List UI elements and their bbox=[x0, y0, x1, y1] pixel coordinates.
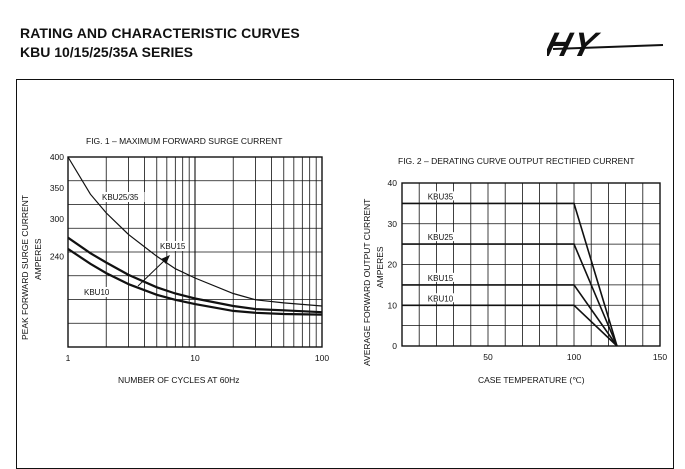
fig1-series-line bbox=[67, 247, 323, 316]
fig2-xtick-label: 100 bbox=[567, 352, 581, 362]
fig2-series-label: KBU25 bbox=[428, 233, 454, 242]
fig1-xtick-label: 100 bbox=[315, 353, 329, 363]
fig1-annotation-bg bbox=[159, 241, 187, 251]
fig2-series-line bbox=[402, 243, 618, 347]
fig1-annotation-bg bbox=[83, 287, 111, 297]
fig2-series-label-bg bbox=[426, 293, 455, 303]
fig1-xlabel: NUMBER OF CYCLES AT 60Hz bbox=[118, 375, 240, 385]
fig2-series-label: KBU10 bbox=[428, 294, 454, 303]
fig1-annotation-bg bbox=[101, 192, 145, 202]
fig2-series-label: KBU15 bbox=[428, 274, 454, 283]
fig2-series-line bbox=[402, 202, 618, 347]
fig2-title: FIG. 2 – DERATING CURVE OUTPUT RECTIFIED… bbox=[398, 156, 635, 166]
fig1-annotation: KBU15 bbox=[160, 242, 186, 251]
fig1-ytick-label: 300 bbox=[50, 214, 64, 224]
fig2-ytick-label: 0 bbox=[392, 341, 397, 351]
series-title: KBU 10/15/25/35A SERIES bbox=[20, 44, 194, 60]
fig2-ytick-label: 20 bbox=[388, 260, 398, 270]
fig2-series-label: KBU35 bbox=[428, 192, 454, 201]
fig2-ytick-label: 40 bbox=[388, 178, 398, 188]
fig1-ytick-label: 350 bbox=[50, 183, 64, 193]
fig2-series-line bbox=[402, 284, 618, 347]
fig2-ylabel-2: AMPERES bbox=[375, 246, 385, 288]
fig2-ytick-label: 30 bbox=[388, 219, 398, 229]
fig1-ytick-label: 240 bbox=[50, 251, 64, 261]
logo-stroke-1 bbox=[552, 44, 664, 50]
fig1-arrow-line bbox=[137, 258, 167, 287]
fig1-ytick-label: 400 bbox=[50, 152, 64, 162]
fig1-title: FIG. 1 – MAXIMUM FORWARD SURGE CURRENT bbox=[86, 136, 282, 146]
fig2-xtick-label: 50 bbox=[483, 352, 493, 362]
fig1-ylabel-2: AMPERES bbox=[33, 238, 43, 280]
fig1-xtick-label: 1 bbox=[66, 353, 71, 363]
fig1-xtick-label: 10 bbox=[190, 353, 200, 363]
brand-logo: HY bbox=[547, 27, 664, 61]
fig2-series-label-bg bbox=[426, 232, 455, 242]
fig1-annotation: KBU10 bbox=[84, 288, 110, 297]
fig1-ylabel-1: PEAK FORWARD SURGE CURRENT bbox=[20, 195, 30, 340]
fig1-series-line bbox=[67, 156, 323, 307]
brand-logo-text: HY bbox=[547, 27, 603, 61]
fig2-ylabel-1: AVERAGE FORWARD OUTPUT CURRENT bbox=[362, 199, 372, 366]
fig1-annotation: KBU25/35 bbox=[102, 193, 139, 202]
fig2-series-label-bg bbox=[426, 191, 455, 201]
fig2-series-line bbox=[402, 304, 618, 347]
fig2-xlabel: CASE TEMPERATURE (℃) bbox=[478, 375, 585, 385]
fig2-ytick-label: 10 bbox=[388, 300, 398, 310]
figures-canvas: FIG. 1 – MAXIMUM FORWARD SURGE CURRENT N… bbox=[20, 136, 667, 385]
fig2-series-label-bg bbox=[426, 272, 455, 282]
fig1-arrow-head bbox=[161, 255, 170, 264]
fig2-xtick-label: 150 bbox=[653, 352, 667, 362]
fig1-series-line bbox=[67, 236, 323, 314]
page-title: RATING AND CHARACTERISTIC CURVES bbox=[20, 25, 300, 41]
